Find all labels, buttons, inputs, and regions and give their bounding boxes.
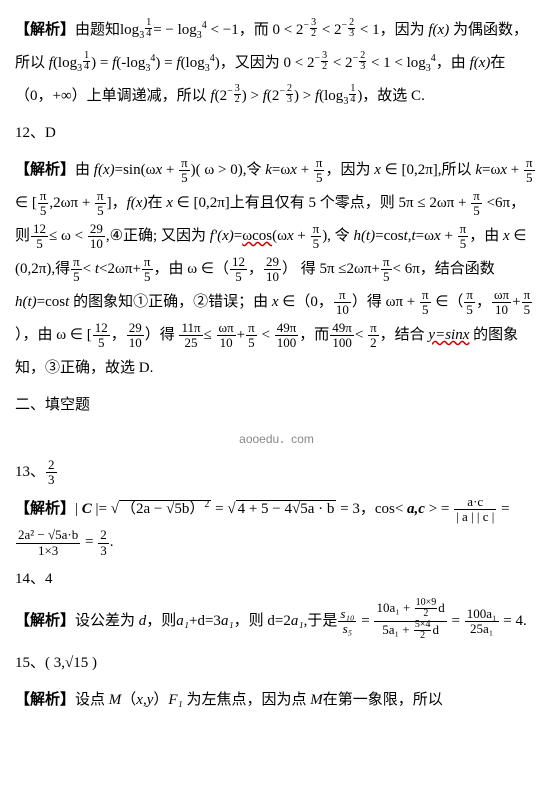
label-15: 【解析】 bbox=[15, 692, 75, 708]
answer-14: 14、4 bbox=[15, 563, 538, 596]
label-11: 【解析】 bbox=[15, 22, 75, 38]
explain-13: 【解析】| C |= √（2a − √5b）2 = √4 + 5 − 4√5a … bbox=[15, 493, 538, 559]
watermark: aooedu．com bbox=[15, 426, 538, 452]
explain-12: 【解析】由 f(x)=sin(ωx + π5)( ω > 0),令 k=ωx +… bbox=[15, 154, 538, 385]
answer-15: 15、( 3,√15 ) bbox=[15, 647, 538, 680]
label-14: 【解析】 bbox=[15, 613, 75, 629]
explain-15: 【解析】设点 M（x,y）F₁ 为左焦点，因为点 M在第一象限，所以 bbox=[15, 684, 538, 717]
section-2-title: 二、填空题 bbox=[15, 389, 538, 422]
explain-14: 【解析】设公差为 d，则a₁+d=3a₁，则 d=2a₁,于是s₁₀s₅ = 1… bbox=[15, 600, 538, 643]
answer-13: 13、23 bbox=[15, 456, 538, 489]
explain-11: 【解析】由题知log314= − log34 < −1，而 0 < 2−32 <… bbox=[15, 14, 538, 113]
label-13: 【解析】 bbox=[15, 501, 75, 517]
label-12: 【解析】 bbox=[15, 162, 75, 178]
answer-12: 12、D bbox=[15, 117, 538, 150]
